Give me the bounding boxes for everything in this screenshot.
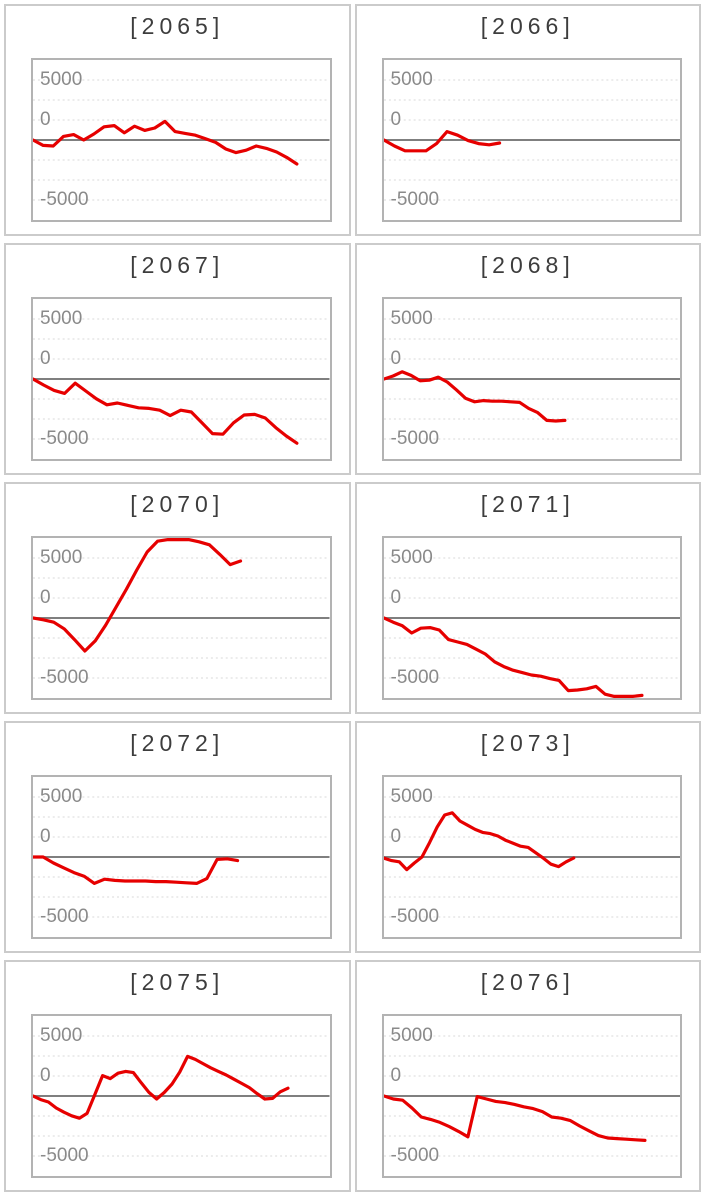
slump-line bbox=[33, 119, 299, 166]
plot-area: 5000 0 -5000 bbox=[381, 297, 682, 461]
chart-panel[interactable]: [2070] 5000 0 -5000 bbox=[4, 482, 351, 714]
slump-line bbox=[383, 129, 501, 153]
y-axis-label-5000: 5000 bbox=[40, 786, 83, 808]
y-axis-label-neg5000: -5000 bbox=[40, 906, 89, 928]
chart-panel[interactable]: [2072] 5000 0 -5000 bbox=[4, 721, 351, 953]
y-axis-label-neg5000: -5000 bbox=[390, 428, 440, 450]
slump-line bbox=[33, 855, 240, 886]
chart-title: [2071] bbox=[480, 491, 575, 517]
plot-area: 5000 0 -5000 bbox=[31, 1014, 332, 1178]
slump-chart-svg bbox=[33, 79, 330, 201]
slump-chart-svg bbox=[383, 796, 680, 918]
plot-area: 5000 0 -5000 bbox=[381, 58, 682, 222]
plot-area: 5000 0 -5000 bbox=[381, 536, 682, 700]
y-axis-label-neg5000: -5000 bbox=[390, 667, 440, 689]
slump-chart-svg bbox=[383, 79, 680, 201]
chart-title: [2067] bbox=[130, 252, 225, 278]
plot-area: 5000 0 -5000 bbox=[31, 536, 332, 700]
y-axis-label-0: 0 bbox=[40, 1065, 51, 1087]
y-axis-label-neg5000: -5000 bbox=[390, 1145, 440, 1167]
y-axis-label-neg5000: -5000 bbox=[390, 189, 440, 211]
chart-title: [2065] bbox=[130, 13, 225, 39]
chart-title: [2075] bbox=[130, 969, 225, 995]
y-axis-label-0: 0 bbox=[40, 826, 51, 848]
plot-area: 5000 0 -5000 bbox=[31, 58, 332, 222]
y-axis-label-5000: 5000 bbox=[390, 308, 433, 330]
chart-title: [2066] bbox=[480, 13, 575, 39]
slump-line bbox=[383, 811, 575, 872]
chart-panel[interactable]: [2071] 5000 0 -5000 bbox=[354, 482, 701, 714]
y-axis-label-neg5000: -5000 bbox=[40, 189, 89, 211]
y-axis-label-0: 0 bbox=[390, 826, 402, 848]
y-axis-label-5000: 5000 bbox=[390, 547, 433, 569]
y-axis-label-5000: 5000 bbox=[390, 1025, 433, 1047]
y-axis-label-0: 0 bbox=[390, 1065, 402, 1087]
y-axis-label-5000: 5000 bbox=[40, 547, 83, 569]
y-axis-label-0: 0 bbox=[40, 587, 51, 609]
chart-title: [2076] bbox=[480, 969, 575, 995]
chart-panel[interactable]: [2075] 5000 0 -5000 bbox=[4, 960, 351, 1192]
y-axis-label-neg5000: -5000 bbox=[390, 906, 440, 928]
slump-line bbox=[383, 616, 644, 698]
slump-chart-svg bbox=[383, 318, 680, 440]
slump-chart-svg bbox=[33, 796, 330, 918]
chart-panel[interactable]: [2066] 5000 0 -5000 bbox=[354, 4, 701, 236]
chart-panel[interactable]: [2068] 5000 0 -5000 bbox=[354, 243, 701, 475]
slump-chart-svg bbox=[383, 557, 680, 698]
chart-panel[interactable]: [2073] 5000 0 -5000 bbox=[354, 721, 701, 953]
chart-panel[interactable]: [2067] 5000 0 -5000 bbox=[4, 243, 351, 475]
chart-panel[interactable]: [2076] 5000 0 -5000 bbox=[354, 960, 701, 1192]
y-axis-label-neg5000: -5000 bbox=[40, 1145, 89, 1167]
chart-title: [2070] bbox=[130, 491, 225, 517]
y-axis-label-5000: 5000 bbox=[390, 69, 433, 91]
slump-line bbox=[383, 370, 566, 423]
chart-panel[interactable]: [2065] 5000 0 -5000 bbox=[4, 4, 351, 236]
slump-line bbox=[383, 1094, 647, 1143]
y-axis-label-5000: 5000 bbox=[40, 69, 83, 91]
y-axis-label-0: 0 bbox=[40, 348, 51, 370]
y-axis-label-neg5000: -5000 bbox=[40, 667, 89, 689]
slump-chart-svg bbox=[33, 538, 330, 679]
chart-title: [2072] bbox=[130, 730, 225, 756]
y-axis-label-neg5000: -5000 bbox=[40, 428, 89, 450]
plot-area: 5000 0 -5000 bbox=[31, 297, 332, 461]
y-axis-label-0: 0 bbox=[40, 109, 51, 131]
slump-line bbox=[33, 377, 299, 445]
y-axis-label-0: 0 bbox=[390, 348, 402, 370]
slump-chart-svg bbox=[33, 1035, 330, 1157]
slump-chart-svg bbox=[33, 318, 330, 445]
plot-area: 5000 0 -5000 bbox=[31, 775, 332, 939]
plot-area: 5000 0 -5000 bbox=[381, 1014, 682, 1178]
plot-area: 5000 0 -5000 bbox=[381, 775, 682, 939]
chart-title: [2068] bbox=[480, 252, 575, 278]
y-axis-label-0: 0 bbox=[390, 109, 402, 131]
slump-line bbox=[33, 1054, 290, 1120]
slump-line bbox=[33, 538, 243, 653]
slump-chart-svg bbox=[383, 1035, 680, 1157]
y-axis-label-5000: 5000 bbox=[40, 1025, 83, 1047]
y-axis-label-5000: 5000 bbox=[390, 786, 433, 808]
y-axis-label-5000: 5000 bbox=[40, 308, 83, 330]
y-axis-label-0: 0 bbox=[390, 587, 402, 609]
chart-title: [2073] bbox=[480, 730, 575, 756]
